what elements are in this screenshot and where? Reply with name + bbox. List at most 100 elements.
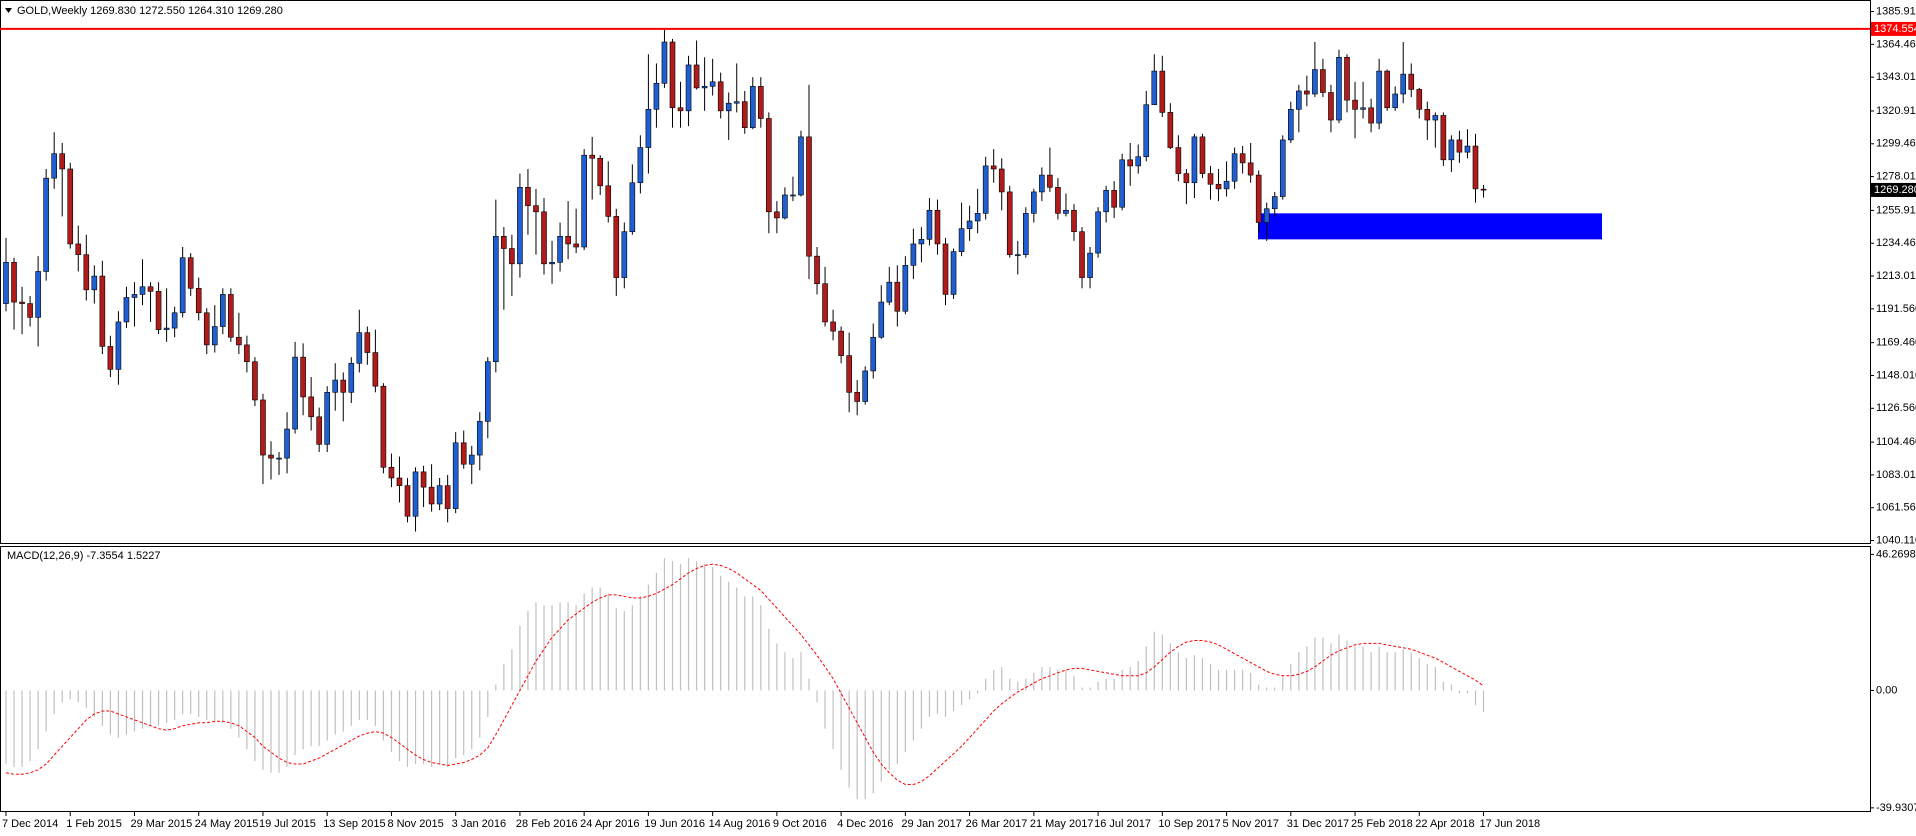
candle-body [356, 332, 363, 364]
candle-body [741, 101, 748, 128]
y-tick-label: 1299.460 [1876, 138, 1916, 150]
x-tick-label: 9 Oct 2016 [773, 818, 827, 830]
candle-body [179, 257, 186, 314]
candle-body [830, 321, 836, 332]
candle-body [75, 243, 82, 255]
candle-body [1039, 174, 1045, 193]
candle-body [123, 297, 130, 323]
candle-body [725, 102, 732, 112]
candle-body [1279, 139, 1286, 197]
candle-body [1352, 99, 1358, 110]
candle-body [701, 86, 708, 89]
candle-body [1239, 153, 1246, 164]
candle-body [1047, 174, 1053, 188]
y-tick-label: -39.9307 [1876, 802, 1916, 814]
candle-body [203, 312, 210, 346]
candle-body [324, 392, 331, 445]
y-tick-label: 1213.010 [1876, 270, 1916, 282]
candle-body [1368, 107, 1374, 124]
candle-body [1215, 183, 1222, 190]
candle-body [1344, 57, 1350, 101]
candle-body [43, 177, 49, 272]
y-tick-label: 1104.460 [1876, 436, 1916, 448]
candle-body [782, 194, 788, 219]
x-tick-label: 19 Jun 2016 [644, 818, 705, 830]
candle-body [83, 254, 90, 291]
x-tick-label: 28 Feb 2016 [516, 818, 578, 830]
candle-body [412, 471, 419, 517]
macd-pane [0, 546, 1871, 812]
candle-body [211, 326, 218, 346]
zone [1258, 213, 1602, 240]
symbol-menu-icon[interactable] [5, 8, 12, 13]
candle-body [886, 281, 893, 303]
candle-body [260, 399, 266, 456]
candle-body [533, 205, 539, 213]
candle-body [316, 416, 322, 445]
candle-body [155, 291, 162, 330]
candle-body [1231, 153, 1238, 182]
candle-body [340, 379, 347, 393]
candle-body [1023, 213, 1029, 255]
candle-body [452, 442, 459, 509]
candle-body [1336, 57, 1342, 121]
candle-body [621, 231, 628, 278]
candle-body [982, 165, 989, 214]
candle-body [878, 301, 885, 338]
candle-body [468, 454, 475, 465]
candle-body [171, 312, 178, 329]
candle-body [774, 211, 780, 219]
candle-body [846, 355, 852, 393]
candle-body [1247, 162, 1254, 176]
candle-body [236, 336, 242, 346]
candle-body [1014, 254, 1021, 256]
candle-body [268, 454, 274, 459]
candle-body [838, 330, 844, 356]
candle-body [484, 361, 491, 422]
candle-body [332, 379, 339, 393]
candle-body [605, 185, 612, 217]
candle-body [758, 86, 764, 119]
level-label: 1374.554 [1874, 23, 1916, 35]
candle-body [541, 211, 547, 265]
x-tick-label: 5 Nov 2017 [1223, 818, 1279, 830]
x-tick-label: 4 Dec 2016 [837, 818, 893, 830]
candle-body [549, 261, 555, 265]
x-tick-label: 14 Aug 2016 [709, 818, 771, 830]
candle-body [131, 294, 138, 298]
x-tick-label: 16 Jul 2017 [1094, 818, 1151, 830]
candle-body [637, 147, 644, 184]
candle-body [1223, 180, 1230, 190]
candle-body [187, 257, 194, 289]
candle-body [1296, 90, 1302, 110]
candle-body [1207, 173, 1214, 185]
candle-body [476, 421, 483, 456]
candle-body [1031, 191, 1037, 214]
x-tick-label: 7 Dec 2014 [2, 818, 58, 830]
y-tick-label: 1040.110 [1876, 534, 1916, 546]
x-tick-label: 25 Feb 2018 [1351, 818, 1413, 830]
candle-body [902, 265, 909, 312]
y-tick-label: 1169.460 [1876, 337, 1916, 349]
x-tick-label: 8 Nov 2015 [387, 818, 443, 830]
x-tick-label: 24 Apr 2016 [580, 818, 639, 830]
candle-body [934, 209, 941, 245]
candle-body [766, 118, 772, 213]
candle-body [1472, 145, 1479, 190]
candle-body [894, 281, 901, 312]
candle-body [396, 477, 403, 486]
candle-body [814, 255, 820, 285]
candle-body [717, 81, 724, 112]
candle-body [1312, 69, 1318, 95]
candle-body [1408, 73, 1415, 90]
candle-body [380, 385, 387, 468]
y-tick-label: 1148.010 [1876, 369, 1916, 381]
candle-body [99, 275, 106, 347]
candle-body [942, 243, 949, 295]
candle-body [67, 168, 74, 245]
candle-body [958, 228, 965, 252]
candle-body [669, 41, 676, 109]
y-tick-label: 1364.460 [1876, 38, 1916, 50]
candle-body [292, 356, 298, 430]
candle-body [645, 109, 652, 148]
